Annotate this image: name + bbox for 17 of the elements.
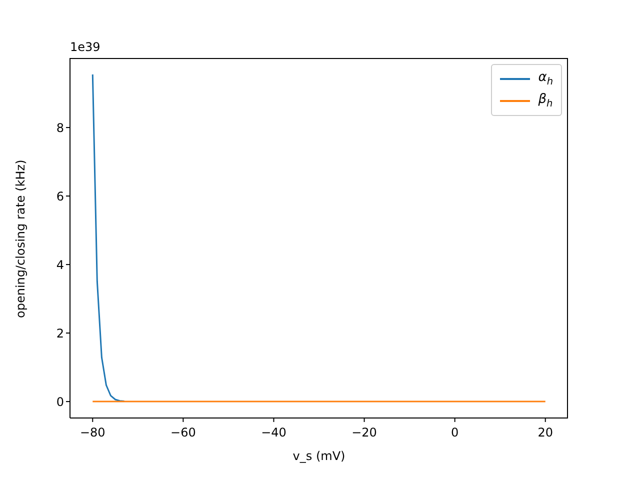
x-tick-label: 20 bbox=[538, 426, 554, 440]
x-tick-label: −80 bbox=[80, 426, 106, 440]
y-tick-label: 0 bbox=[56, 394, 64, 409]
x-axis-title: v_s (mV) bbox=[292, 449, 346, 463]
x-tick-label: −40 bbox=[261, 426, 286, 440]
y-tick-label: 8 bbox=[56, 120, 64, 135]
text: 1e39 bbox=[70, 40, 100, 54]
line-series bbox=[92, 74, 126, 402]
legend-label: α$_{h}$ bbox=[538, 70, 553, 88]
x-tick-label: −60 bbox=[170, 426, 196, 440]
y-tick-label: 2 bbox=[56, 326, 64, 340]
y-tick-label: 6 bbox=[56, 189, 64, 204]
y-tick-label: 4 bbox=[56, 258, 64, 272]
y-axis-title: opening/closing rate (kHz) bbox=[13, 160, 28, 318]
legend-label: β$_{h}$ bbox=[538, 92, 553, 110]
x-tick-label: 0 bbox=[451, 426, 459, 440]
x-tick-label: −20 bbox=[352, 426, 377, 440]
